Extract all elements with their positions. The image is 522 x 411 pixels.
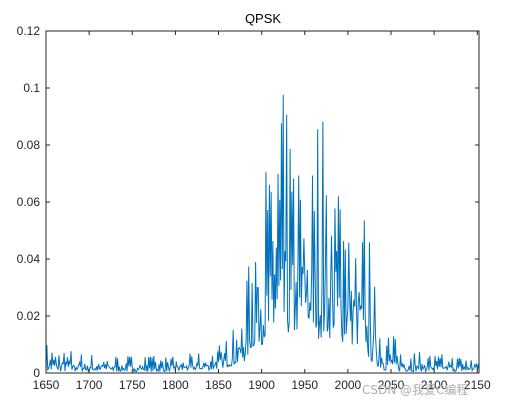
y-axis: 0 0.02 0.04 0.06 0.08 0.1 0.12 xyxy=(17,24,479,380)
x-tick-label: 2050 xyxy=(378,378,405,392)
watermark-text: CSDN @我爱C编程 xyxy=(362,382,468,397)
x-tick-label: 2000 xyxy=(335,378,362,392)
x-tick-label: 1750 xyxy=(119,378,146,392)
x-tick-label: 1650 xyxy=(33,378,60,392)
x-tick-label: 1950 xyxy=(291,378,318,392)
x-tick-label: 1800 xyxy=(162,378,189,392)
x-tick-label: 1700 xyxy=(76,378,103,392)
x-tick-label: 1900 xyxy=(248,378,275,392)
y-tick-label: 0.1 xyxy=(23,81,40,95)
axes-box xyxy=(45,30,480,374)
series-layer xyxy=(46,94,479,373)
y-tick-label: 0.08 xyxy=(17,138,41,152)
x-tick-label: 2100 xyxy=(421,378,448,392)
x-axis: 1650 1700 1750 1800 1850 1900 1950 2000 2050 2100… xyxy=(33,31,491,392)
chart-title: QPSK xyxy=(245,11,281,26)
y-tick-label: 0 xyxy=(33,366,40,380)
x-tick-label: 1850 xyxy=(205,378,232,392)
y-tick-label: 0.04 xyxy=(17,252,41,266)
y-tick-label: 0.06 xyxy=(17,195,41,209)
series-line xyxy=(46,94,479,373)
y-tick-label: 0.12 xyxy=(17,24,41,38)
y-tick-label: 0.02 xyxy=(17,309,41,323)
x-tick-label: 2150 xyxy=(464,378,491,392)
